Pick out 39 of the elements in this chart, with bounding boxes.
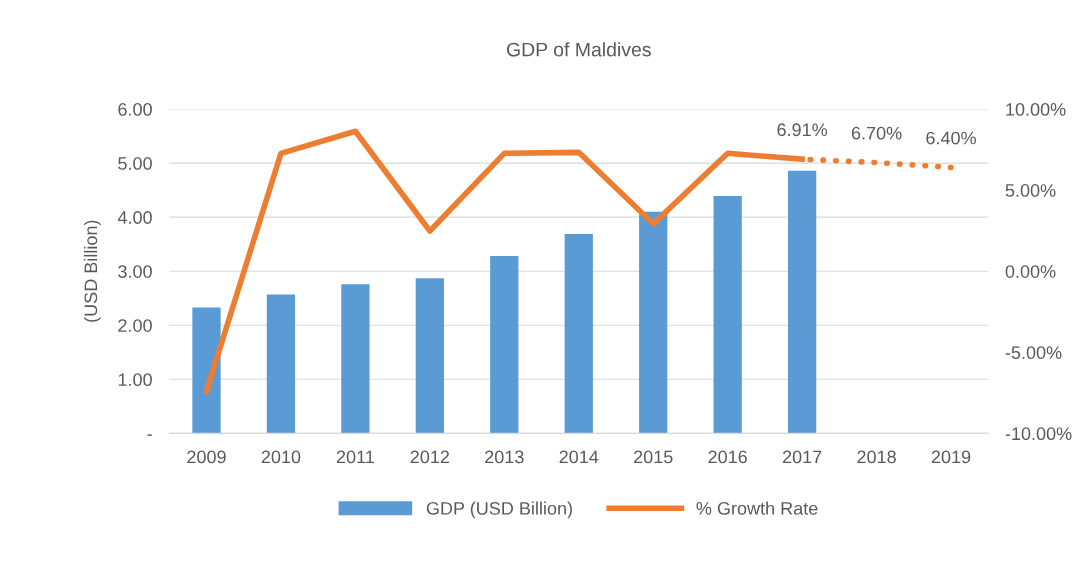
bar	[266, 294, 296, 434]
bar	[639, 211, 668, 434]
y2-tick-label: -5.00%	[1005, 346, 1062, 360]
x-tick-label: 2015	[634, 450, 673, 464]
y-tick-label: 6.00	[118, 102, 152, 116]
bar	[415, 278, 444, 434]
chart-title: GDP of Maldives	[506, 42, 651, 57]
y2-tick-label: 10.00%	[1006, 102, 1066, 116]
x-tick-label: 2019	[931, 450, 971, 464]
x-tick-label: 2013	[485, 450, 524, 464]
legend-label: % Growth Rate	[696, 501, 818, 515]
y-tick-label: 4.00	[117, 211, 152, 224]
bar	[713, 196, 742, 434]
x-tick-label: 2012	[410, 450, 450, 464]
legend-label: GDP (USD Billion)	[426, 501, 572, 519]
bar	[341, 284, 370, 434]
bar	[490, 256, 519, 434]
x-tick-label: 2016	[708, 450, 747, 464]
x-tick-label: 2010	[261, 450, 301, 464]
bar	[192, 307, 221, 434]
data-label: 6.70%	[851, 126, 902, 140]
y-axis-title: (USD Billion)	[83, 220, 101, 322]
y2-tick-label: 0.00%	[1005, 265, 1056, 278]
bar	[564, 233, 593, 434]
y2-tick-label: 5.00%	[1005, 184, 1056, 197]
x-tick-label: 2018	[857, 450, 896, 464]
y-tick-label: 5.00	[118, 157, 152, 170]
y-tick-label: 3.00	[118, 265, 152, 278]
y2-tick-label: -10.00%	[1005, 427, 1072, 441]
x-tick-label: 2009	[187, 450, 226, 464]
y-tick-label: 2.00	[118, 319, 152, 332]
x-tick-label: 2011	[336, 450, 374, 464]
data-label: 6.40%	[926, 131, 976, 145]
x-tick-label: 2014	[559, 450, 599, 464]
y-tick-label: -	[147, 434, 152, 436]
data-label: 6.91%	[777, 123, 828, 137]
x-tick-label: 2017	[782, 450, 822, 464]
bar	[787, 170, 817, 434]
y-tick-label: 1.00	[118, 373, 152, 387]
